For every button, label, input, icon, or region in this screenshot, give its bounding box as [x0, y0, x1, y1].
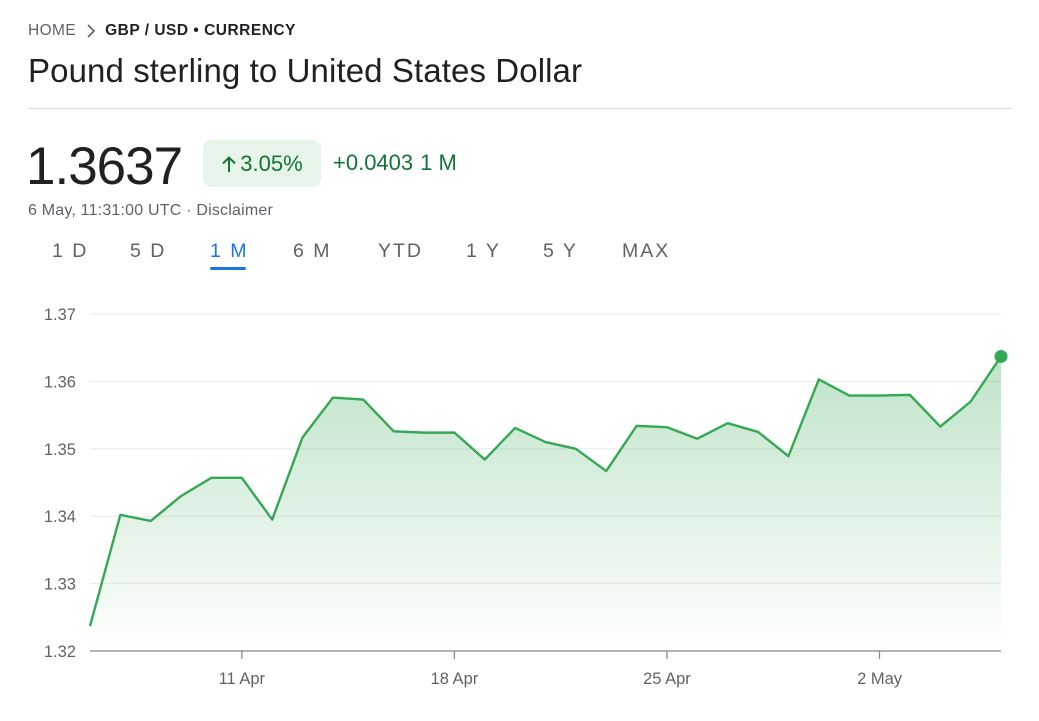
- chart-end-point: [994, 349, 1008, 363]
- data-point: [725, 420, 731, 426]
- data-point: [269, 517, 275, 523]
- data-point: [816, 376, 822, 382]
- chart-area-fill: [90, 356, 1001, 651]
- data-point: [907, 392, 913, 398]
- tab-5d[interactable]: 5 D: [130, 240, 167, 262]
- y-tick-label: 1.37: [44, 306, 76, 324]
- x-tick-label: 18 Apr: [431, 670, 479, 688]
- y-tick-label: 1.32: [44, 643, 76, 661]
- change-percent-badge: 3.05%: [203, 140, 321, 187]
- active-tab-indicator: [210, 267, 246, 270]
- page-title: Pound sterling to United States Dollar: [28, 52, 583, 89]
- chart-line-series: [88, 355, 1002, 627]
- tab-1m[interactable]: 1 M: [210, 240, 249, 262]
- y-tick-label: 1.36: [44, 373, 76, 391]
- change-absolute: +0.0403 1 M: [333, 150, 457, 176]
- data-point: [694, 436, 700, 442]
- breadcrumb-home-link[interactable]: HOME: [28, 22, 77, 39]
- data-point: [968, 399, 974, 405]
- data-point: [664, 424, 670, 430]
- quote-timestamp[interactable]: 6 May, 11:31:00 UTC · Disclaimer: [28, 202, 273, 219]
- breadcrumb: HOME GBP / USD • CURRENCY: [28, 21, 296, 41]
- data-point: [937, 424, 943, 430]
- data-point: [148, 518, 154, 524]
- tab-6m[interactable]: 6 M: [293, 240, 332, 262]
- data-point: [543, 439, 549, 445]
- y-tick-label: 1.34: [44, 508, 76, 526]
- data-point: [482, 457, 488, 463]
- data-point: [178, 493, 184, 499]
- data-point: [755, 429, 761, 435]
- tab-5y[interactable]: 5 Y: [543, 240, 578, 262]
- tab-1d[interactable]: 1 D: [52, 240, 89, 262]
- change-percent-text: 3.05%: [240, 150, 303, 176]
- data-point: [360, 397, 366, 403]
- data-point: [603, 468, 609, 474]
- data-point: [512, 425, 518, 431]
- data-point: [451, 430, 457, 436]
- title-divider: [28, 108, 1012, 109]
- arrow-up-icon: [222, 155, 237, 172]
- price-value: 1.3637: [26, 137, 183, 196]
- x-tick-label: 2 May: [857, 670, 903, 688]
- data-point: [208, 475, 214, 481]
- data-point: [421, 430, 427, 436]
- data-point: [846, 393, 852, 399]
- y-tick-label: 1.33: [44, 576, 76, 594]
- data-point: [391, 428, 397, 434]
- data-point: [117, 512, 123, 518]
- data-point: [87, 623, 93, 629]
- data-point: [330, 395, 336, 401]
- tab-max[interactable]: MAX: [622, 240, 671, 262]
- data-point: [877, 393, 883, 399]
- tab-ytd[interactable]: YTD: [378, 240, 423, 262]
- tab-1y[interactable]: 1 Y: [466, 240, 501, 262]
- data-point: [573, 446, 579, 452]
- y-tick-label: 1.35: [44, 441, 76, 459]
- x-tick-label: 25 Apr: [643, 670, 691, 688]
- x-tick-label: 11 Apr: [219, 670, 266, 688]
- range-tabs: 1 D 5 D 1 M 6 M YTD 1 Y 5 Y MAX: [0, 240, 720, 276]
- change-period: 1 M: [420, 150, 457, 175]
- data-point: [785, 453, 791, 459]
- breadcrumb-current: GBP / USD • CURRENCY: [105, 22, 296, 39]
- data-point: [300, 434, 306, 440]
- chevron-right-icon: [86, 24, 96, 38]
- data-point: [634, 423, 640, 429]
- data-point: [239, 475, 245, 481]
- change-absolute-value: +0.0403: [333, 150, 414, 175]
